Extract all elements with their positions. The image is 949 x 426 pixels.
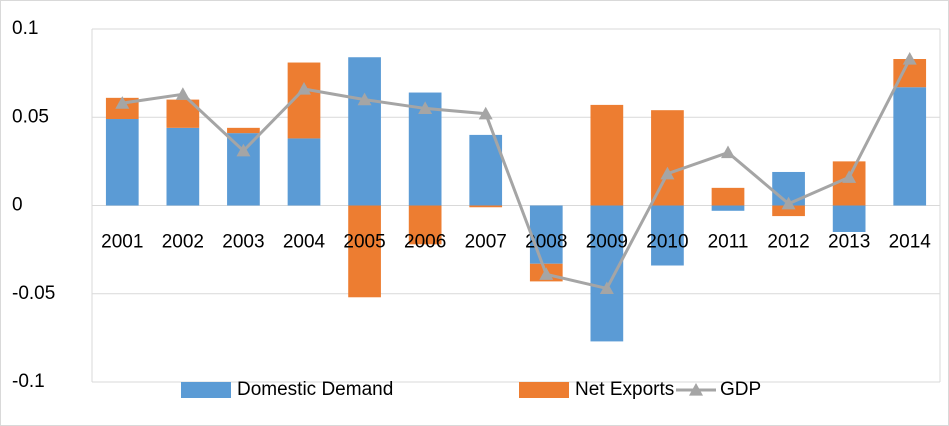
line-marker (236, 143, 251, 157)
legend-label: GDP (720, 379, 761, 400)
x-tick-label: 2014 (889, 232, 932, 253)
x-tick-label: 2004 (283, 232, 326, 253)
line-marker (115, 96, 130, 109)
bar (772, 205, 805, 217)
bar (590, 104, 624, 206)
x-tick-label: 2012 (767, 232, 809, 253)
y-tick-label: 0.1 (12, 18, 38, 39)
bar (832, 205, 866, 232)
line-marker (721, 145, 735, 159)
bar (287, 138, 321, 206)
bar (227, 127, 260, 134)
line-marker (781, 196, 796, 210)
bar (651, 205, 684, 266)
line-marker (418, 101, 433, 115)
x-tick-label: 2009 (586, 232, 628, 253)
x-tick-label: 2011 (708, 232, 749, 253)
legend-swatch (689, 383, 703, 396)
x-tick-label: 2005 (343, 232, 385, 253)
bar (469, 205, 503, 208)
bar (529, 205, 563, 264)
x-tick-label: 2003 (222, 232, 264, 253)
line (122, 58, 912, 291)
line-marker (175, 87, 190, 100)
y-tick-label: 0.05 (12, 106, 49, 127)
y-tick-label: -0.05 (12, 283, 55, 304)
bar (711, 187, 745, 206)
bar (348, 205, 381, 298)
x-tick-label: 2006 (404, 232, 446, 253)
legend-label: Domestic Demand (237, 379, 393, 400)
bar (711, 205, 745, 211)
line-marker (842, 170, 857, 183)
bar (408, 205, 442, 245)
bar (590, 205, 624, 342)
y-tick-label: 0 (12, 195, 23, 216)
bar (348, 57, 381, 206)
x-tick-label: 2010 (646, 232, 688, 253)
line-marker (539, 267, 554, 280)
bar (166, 127, 200, 206)
line-marker (357, 92, 372, 106)
legend-swatch (181, 382, 231, 398)
line-marker (902, 52, 917, 65)
line-marker (660, 166, 675, 180)
x-tick-label: 2001 (101, 232, 143, 253)
line-marker (599, 281, 614, 295)
x-tick-label: 2002 (162, 232, 204, 253)
y-tick-label: -0.1 (12, 371, 45, 392)
x-tick-label: 2007 (465, 232, 507, 253)
bar (105, 119, 139, 206)
bar (651, 110, 684, 206)
bar (893, 87, 927, 206)
line-marker (478, 106, 493, 120)
line-marker (297, 82, 311, 95)
x-tick-label: 2013 (828, 232, 870, 253)
legend-swatch (519, 382, 569, 398)
legend-label: Net Exports (575, 379, 674, 400)
